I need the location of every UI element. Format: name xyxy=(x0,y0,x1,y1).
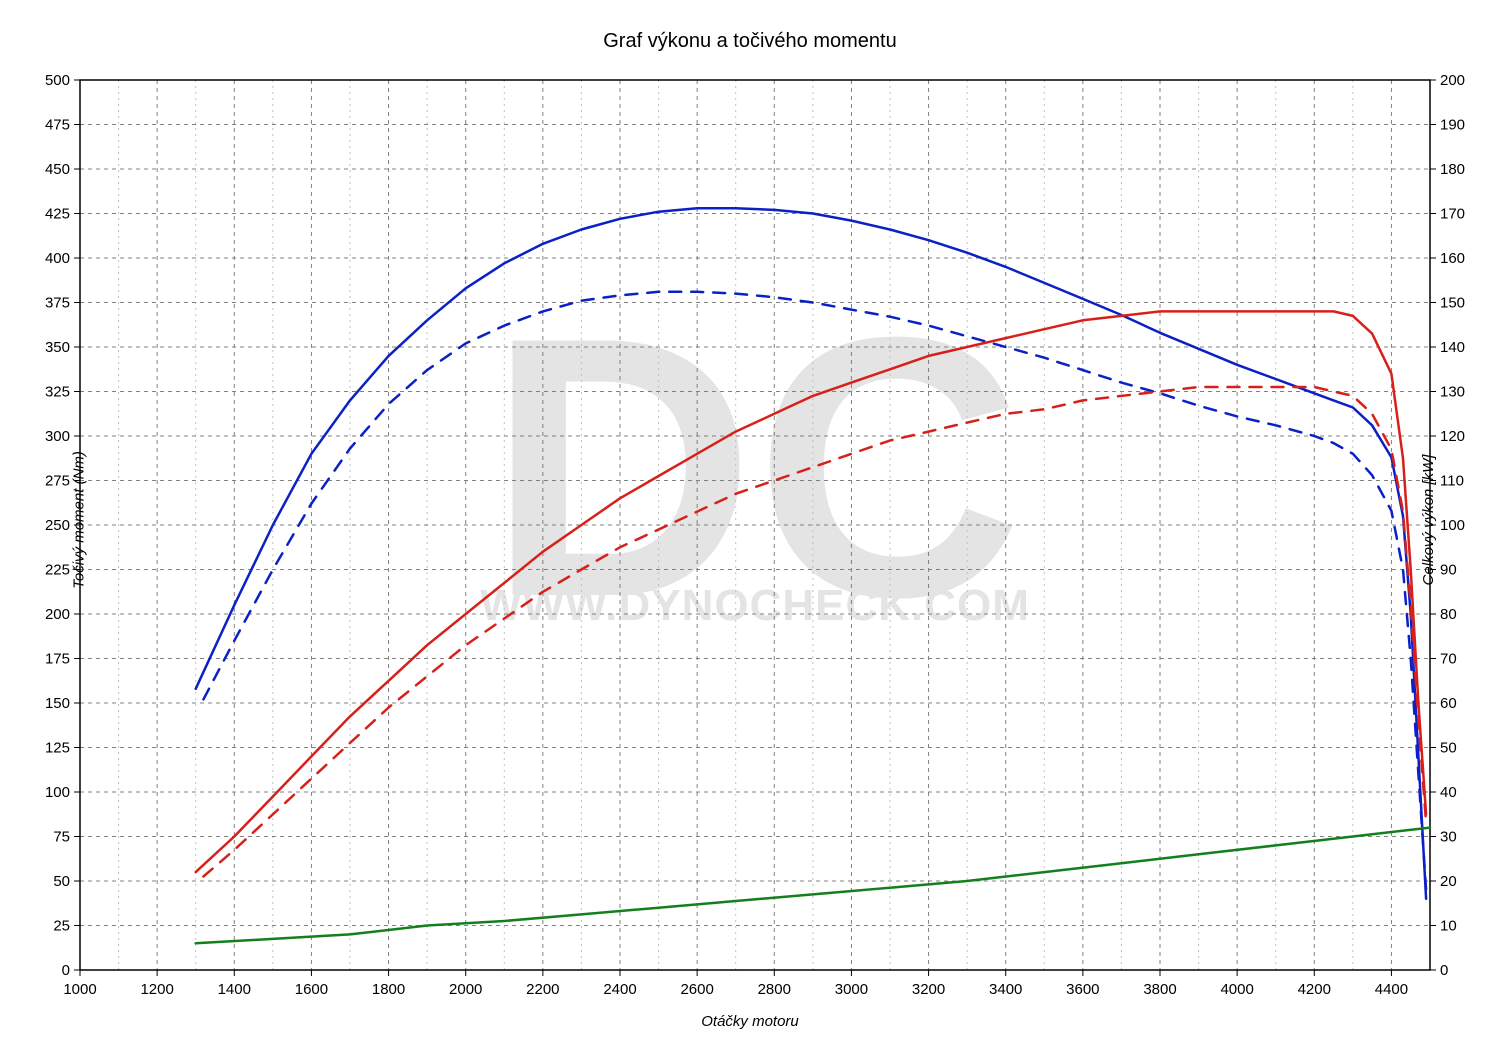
svg-text:50: 50 xyxy=(1440,740,1457,757)
svg-text:70: 70 xyxy=(1440,651,1457,668)
svg-text:160: 160 xyxy=(1440,250,1465,267)
svg-text:130: 130 xyxy=(1440,384,1465,401)
svg-text:250: 250 xyxy=(45,517,70,534)
svg-text:40: 40 xyxy=(1440,784,1457,801)
svg-text:80: 80 xyxy=(1440,606,1457,623)
svg-text:300: 300 xyxy=(45,428,70,445)
x-axis-label: Otáčky motoru xyxy=(0,1013,1500,1030)
svg-text:WWW.DYNOCHECK.COM: WWW.DYNOCHECK.COM xyxy=(480,581,1030,630)
svg-text:4200: 4200 xyxy=(1298,981,1331,998)
svg-text:10: 10 xyxy=(1440,918,1457,935)
svg-text:4400: 4400 xyxy=(1375,981,1408,998)
svg-text:60: 60 xyxy=(1440,695,1457,712)
svg-text:375: 375 xyxy=(45,295,70,312)
svg-text:3800: 3800 xyxy=(1143,981,1176,998)
svg-text:2200: 2200 xyxy=(526,981,559,998)
y-left-axis-label: Točivý moment (Nm) xyxy=(70,451,87,589)
dyno-chart: Graf výkonu a točivého momentu Otáčky mo… xyxy=(0,0,1500,1040)
svg-text:1200: 1200 xyxy=(140,981,173,998)
svg-text:3000: 3000 xyxy=(835,981,868,998)
svg-text:325: 325 xyxy=(45,384,70,401)
chart-title: Graf výkonu a točivého momentu xyxy=(0,30,1500,53)
svg-text:175: 175 xyxy=(45,651,70,668)
svg-text:500: 500 xyxy=(45,72,70,89)
svg-text:3600: 3600 xyxy=(1066,981,1099,998)
svg-text:90: 90 xyxy=(1440,562,1457,579)
svg-text:50: 50 xyxy=(53,873,70,890)
svg-text:200: 200 xyxy=(1440,72,1465,89)
svg-text:140: 140 xyxy=(1440,339,1465,356)
svg-text:475: 475 xyxy=(45,117,70,134)
svg-text:1600: 1600 xyxy=(295,981,328,998)
svg-text:0: 0 xyxy=(1440,962,1448,979)
svg-text:190: 190 xyxy=(1440,117,1465,134)
svg-text:1800: 1800 xyxy=(372,981,405,998)
svg-text:170: 170 xyxy=(1440,206,1465,223)
svg-text:425: 425 xyxy=(45,206,70,223)
svg-text:180: 180 xyxy=(1440,161,1465,178)
svg-text:400: 400 xyxy=(45,250,70,267)
y-right-axis-label: Celkový výkon [kW] xyxy=(1420,455,1437,586)
svg-text:100: 100 xyxy=(1440,517,1465,534)
svg-text:2000: 2000 xyxy=(449,981,482,998)
svg-text:30: 30 xyxy=(1440,829,1457,846)
svg-text:350: 350 xyxy=(45,339,70,356)
svg-text:200: 200 xyxy=(45,606,70,623)
svg-text:4000: 4000 xyxy=(1220,981,1253,998)
svg-text:125: 125 xyxy=(45,740,70,757)
svg-text:2600: 2600 xyxy=(680,981,713,998)
svg-text:1400: 1400 xyxy=(218,981,251,998)
svg-text:225: 225 xyxy=(45,562,70,579)
svg-text:3200: 3200 xyxy=(912,981,945,998)
svg-text:20: 20 xyxy=(1440,873,1457,890)
svg-text:2400: 2400 xyxy=(603,981,636,998)
svg-text:3400: 3400 xyxy=(989,981,1022,998)
chart-svg: DCWWW.DYNOCHECK.COM100012001400160018002… xyxy=(0,0,1500,1040)
svg-text:120: 120 xyxy=(1440,428,1465,445)
svg-text:0: 0 xyxy=(62,962,70,979)
svg-text:150: 150 xyxy=(1440,295,1465,312)
svg-text:150: 150 xyxy=(45,695,70,712)
svg-text:1000: 1000 xyxy=(63,981,96,998)
svg-text:275: 275 xyxy=(45,473,70,490)
svg-text:450: 450 xyxy=(45,161,70,178)
svg-text:75: 75 xyxy=(53,829,70,846)
svg-text:2800: 2800 xyxy=(758,981,791,998)
svg-text:110: 110 xyxy=(1440,473,1464,490)
svg-text:25: 25 xyxy=(53,918,70,935)
svg-text:100: 100 xyxy=(45,784,70,801)
